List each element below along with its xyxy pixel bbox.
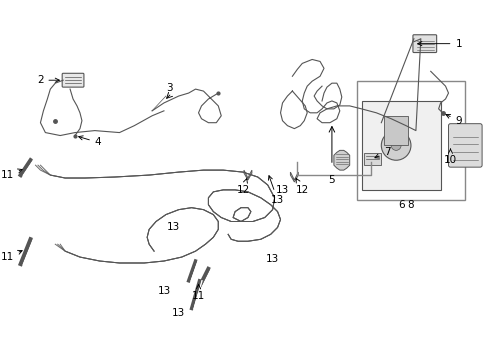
- Text: 13: 13: [269, 176, 284, 205]
- Bar: [362, 101, 441, 190]
- Text: 1: 1: [417, 39, 462, 49]
- Text: 13: 13: [276, 185, 289, 195]
- Text: 9: 9: [446, 114, 462, 126]
- Text: 4: 4: [79, 136, 101, 148]
- Text: 10: 10: [444, 149, 457, 165]
- Text: 13: 13: [266, 254, 279, 264]
- Text: 11: 11: [0, 169, 22, 180]
- Text: 11: 11: [0, 250, 22, 262]
- Text: 12: 12: [236, 179, 249, 195]
- Polygon shape: [334, 150, 350, 170]
- Circle shape: [381, 131, 411, 160]
- Bar: [364, 153, 381, 165]
- FancyBboxPatch shape: [62, 73, 84, 87]
- Text: 8: 8: [408, 200, 414, 210]
- Text: 7: 7: [375, 147, 391, 158]
- Text: 13: 13: [157, 285, 171, 296]
- Text: 13: 13: [172, 309, 185, 318]
- Text: 11: 11: [192, 284, 205, 301]
- Bar: [384, 116, 408, 145]
- FancyBboxPatch shape: [413, 35, 437, 53]
- Text: 5: 5: [329, 175, 335, 185]
- Bar: [357, 81, 465, 200]
- Text: 2: 2: [37, 75, 59, 85]
- Text: 3: 3: [166, 83, 172, 93]
- Text: 6: 6: [398, 200, 404, 210]
- FancyBboxPatch shape: [448, 124, 482, 167]
- Circle shape: [391, 140, 401, 150]
- Text: 13: 13: [167, 222, 180, 233]
- Text: 12: 12: [295, 179, 309, 195]
